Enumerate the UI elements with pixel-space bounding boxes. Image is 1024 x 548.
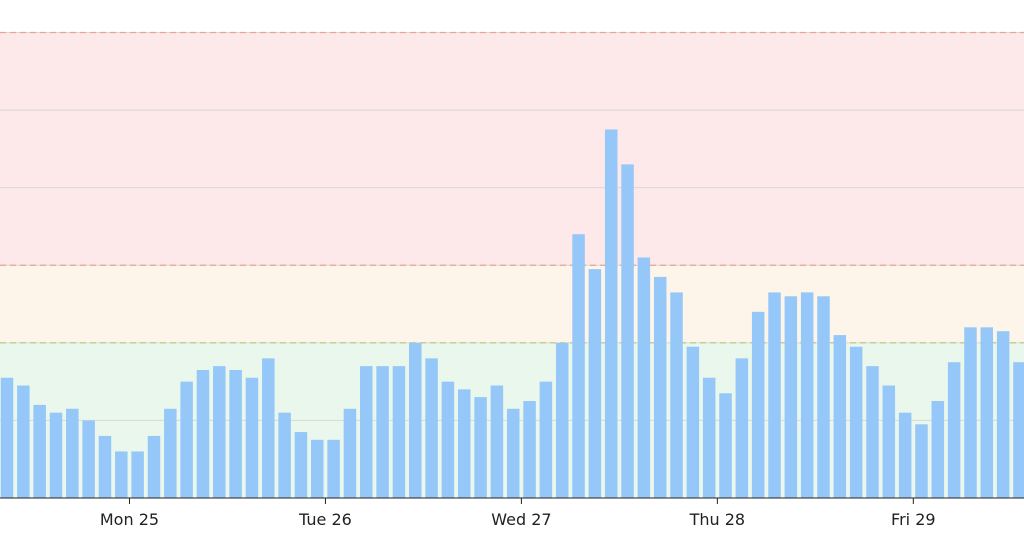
bar-22 [360, 366, 373, 498]
bar-3 [49, 412, 63, 498]
bar-4 [66, 408, 79, 498]
bar-16 [262, 358, 275, 498]
bar-58 [947, 362, 961, 498]
bar-26 [425, 358, 438, 498]
bar-57 [931, 401, 945, 498]
bar-19 [311, 439, 324, 498]
bar-50 [817, 296, 830, 498]
bar-1 [17, 385, 30, 498]
bar-8 [131, 451, 144, 498]
bar-33 [539, 381, 553, 499]
bar-30 [490, 385, 504, 498]
x-tick-label-1: Tue 26 [298, 510, 352, 529]
bar-17 [278, 412, 291, 498]
bar-55 [898, 412, 912, 498]
bar-7 [115, 451, 128, 498]
bar-43 [702, 377, 716, 498]
bar-20 [327, 439, 340, 498]
bar-53 [866, 366, 879, 498]
bar-21 [343, 408, 357, 498]
bar-49 [800, 292, 814, 498]
bar-25 [409, 342, 422, 498]
bar-28 [457, 389, 471, 498]
bar-41 [670, 292, 683, 498]
x-tick-label-4: Fri 29 [891, 510, 936, 529]
bar-56 [915, 424, 928, 498]
bar-39 [637, 257, 651, 498]
bar-2 [33, 404, 46, 498]
bar-10 [164, 408, 177, 498]
band-2 [0, 32, 1024, 266]
bar-62 [1013, 362, 1024, 498]
bar-46 [751, 311, 765, 498]
bar-13 [213, 366, 226, 498]
bar-60 [980, 327, 994, 498]
bar-48 [784, 296, 798, 498]
bar-18 [294, 432, 308, 498]
bar-59 [964, 327, 977, 498]
x-tick-label-0: Mon 25 [100, 510, 159, 529]
bar-0 [0, 377, 14, 498]
bars [0, 129, 1024, 499]
bar-61 [996, 331, 1010, 498]
bar-40 [653, 276, 667, 498]
bar-5 [82, 420, 95, 498]
bar-47 [768, 292, 781, 498]
bar-44 [719, 393, 732, 498]
bar-23 [376, 366, 389, 498]
bar-6 [98, 435, 112, 498]
bar-9 [147, 435, 161, 498]
bar-14 [229, 369, 242, 498]
x-tick-label-3: Thu 28 [689, 510, 746, 529]
bar-42 [686, 346, 700, 498]
bar-35 [572, 234, 585, 498]
bar-38 [621, 164, 634, 498]
bar-51 [833, 335, 847, 498]
x-axis: Mon 25 Tue 26 Wed 27 Thu 28 Fri 29 [0, 497, 1024, 529]
bar-15 [245, 377, 259, 498]
x-tick-label-2: Wed 27 [491, 510, 551, 529]
bar-11 [180, 381, 193, 499]
bar-54 [882, 385, 896, 498]
bar-45 [735, 358, 749, 498]
bar-34 [555, 342, 569, 498]
bar-52 [849, 346, 863, 498]
bar-29 [474, 397, 487, 498]
band-1 [0, 265, 1024, 343]
bar-24 [392, 366, 406, 498]
bar-31 [506, 408, 520, 498]
bar-12 [196, 369, 210, 498]
bar-37 [604, 129, 618, 499]
bar-36 [588, 269, 602, 498]
bar-27 [441, 381, 455, 499]
threshold-lines [0, 31, 1024, 344]
bar-32 [523, 401, 536, 498]
